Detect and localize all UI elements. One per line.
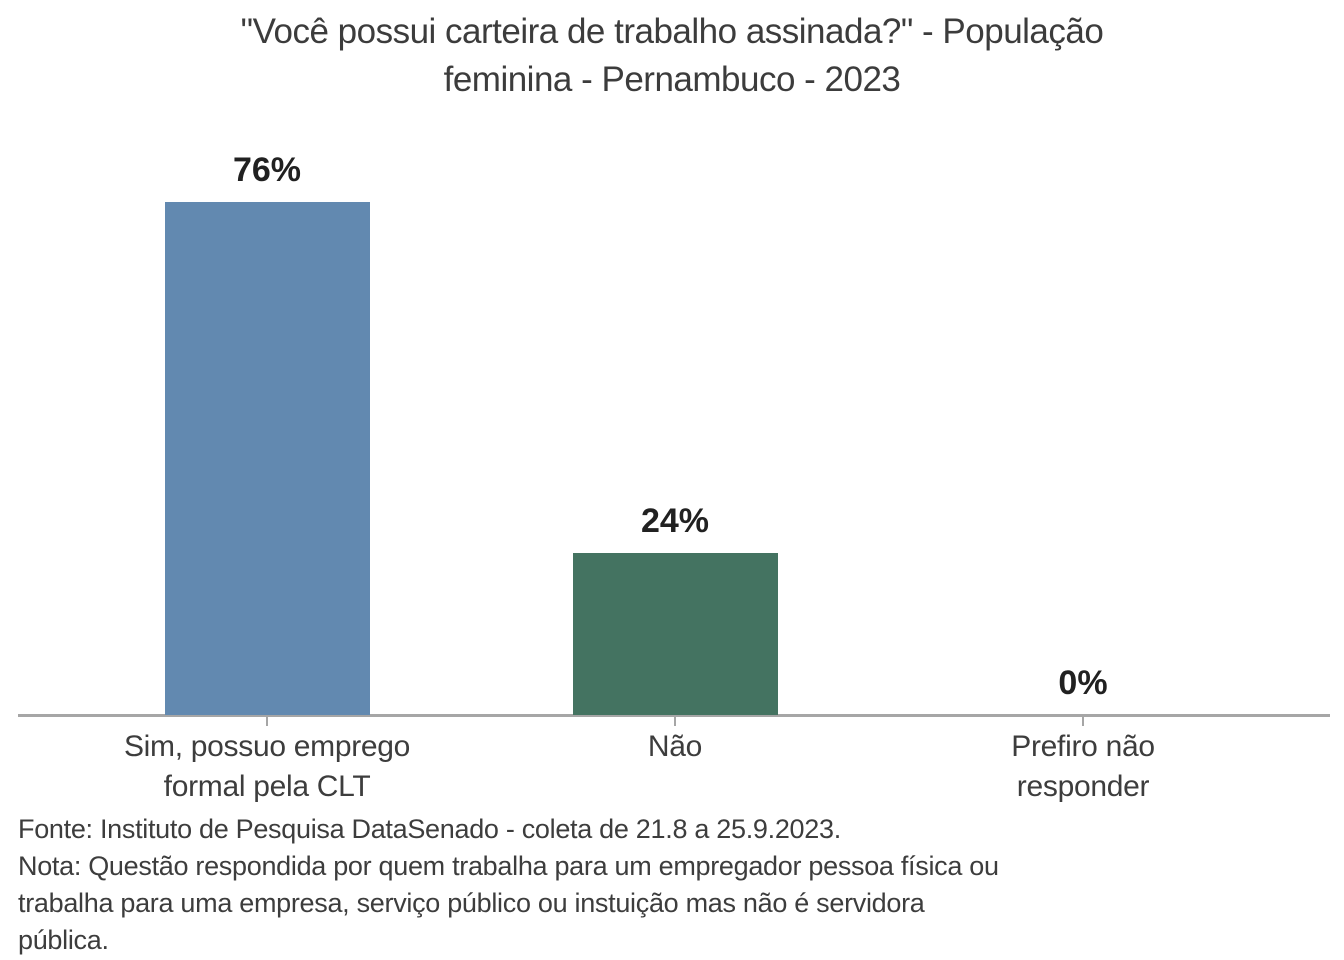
bar-value-label-1: 24% bbox=[640, 502, 710, 540]
footnote-line-1: Nota: Questão respondida por quem trabal… bbox=[18, 851, 999, 881]
x-axis-tick-0 bbox=[266, 717, 268, 726]
bar-1 bbox=[572, 553, 778, 715]
bar-value-label-2: 0% bbox=[1058, 664, 1108, 702]
chart-title: "Você possui carteira de trabalho assina… bbox=[0, 8, 1344, 104]
chart-title-line-1: "Você possui carteira de trabalho assina… bbox=[240, 12, 1104, 51]
bar-value-label-0: 76% bbox=[232, 151, 302, 189]
footnote-line-2: trabalha para uma empresa, serviço públi… bbox=[18, 888, 925, 918]
x-axis-line bbox=[18, 714, 1330, 717]
x-category-label-2: Prefiro não responder bbox=[1011, 730, 1155, 803]
footnote-line-3: pública. bbox=[18, 925, 109, 955]
x-category-label-1: Não bbox=[647, 730, 703, 763]
x-category-label-0: Sim, possuo emprego formal pela CLT bbox=[123, 730, 411, 803]
x-axis-tick-2 bbox=[1082, 717, 1084, 726]
x-axis-tick-1 bbox=[674, 717, 676, 726]
footnote-block: Fonte: Instituto de Pesquisa DataSenado … bbox=[18, 811, 1218, 959]
chart-title-line-2: feminina - Pernambuco - 2023 bbox=[443, 60, 901, 99]
bar-0 bbox=[164, 202, 370, 715]
footnote-line-0: Fonte: Instituto de Pesquisa DataSenado … bbox=[18, 814, 841, 844]
